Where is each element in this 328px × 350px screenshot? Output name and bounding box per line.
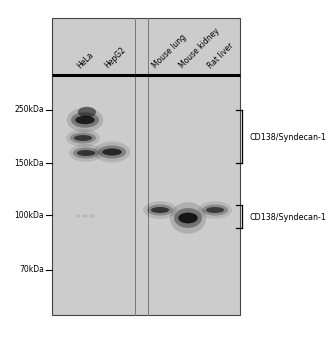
Text: Mouse lung: Mouse lung xyxy=(151,33,188,70)
Ellipse shape xyxy=(90,215,94,217)
Ellipse shape xyxy=(77,150,95,156)
Ellipse shape xyxy=(83,215,88,217)
Ellipse shape xyxy=(75,116,95,124)
Ellipse shape xyxy=(67,108,103,132)
Text: 70kDa: 70kDa xyxy=(19,266,44,274)
Ellipse shape xyxy=(98,145,126,159)
Text: CD138/Syndecan-1: CD138/Syndecan-1 xyxy=(250,133,327,141)
Bar xyxy=(52,18,240,315)
Ellipse shape xyxy=(174,208,202,228)
Ellipse shape xyxy=(94,141,130,162)
Ellipse shape xyxy=(170,202,206,234)
Text: 150kDa: 150kDa xyxy=(14,159,44,168)
Ellipse shape xyxy=(73,147,99,159)
Text: 100kDa: 100kDa xyxy=(14,210,44,219)
Ellipse shape xyxy=(202,204,228,216)
Text: Rat liver: Rat liver xyxy=(206,41,235,70)
Ellipse shape xyxy=(71,112,99,128)
Ellipse shape xyxy=(147,204,173,216)
Ellipse shape xyxy=(74,135,92,141)
Text: HepG2: HepG2 xyxy=(103,46,127,70)
Text: Mouse kidney: Mouse kidney xyxy=(178,26,221,70)
Ellipse shape xyxy=(69,144,103,162)
Ellipse shape xyxy=(66,129,100,147)
Ellipse shape xyxy=(102,148,122,156)
Ellipse shape xyxy=(78,107,96,117)
Ellipse shape xyxy=(75,215,80,217)
Ellipse shape xyxy=(70,133,96,144)
Text: CD138/Syndecan-1: CD138/Syndecan-1 xyxy=(250,212,327,222)
Ellipse shape xyxy=(143,201,177,219)
Text: HeLa: HeLa xyxy=(76,50,96,70)
Ellipse shape xyxy=(206,207,224,213)
Ellipse shape xyxy=(198,201,232,219)
Ellipse shape xyxy=(151,207,169,213)
Text: 250kDa: 250kDa xyxy=(14,105,44,114)
Ellipse shape xyxy=(178,212,198,223)
